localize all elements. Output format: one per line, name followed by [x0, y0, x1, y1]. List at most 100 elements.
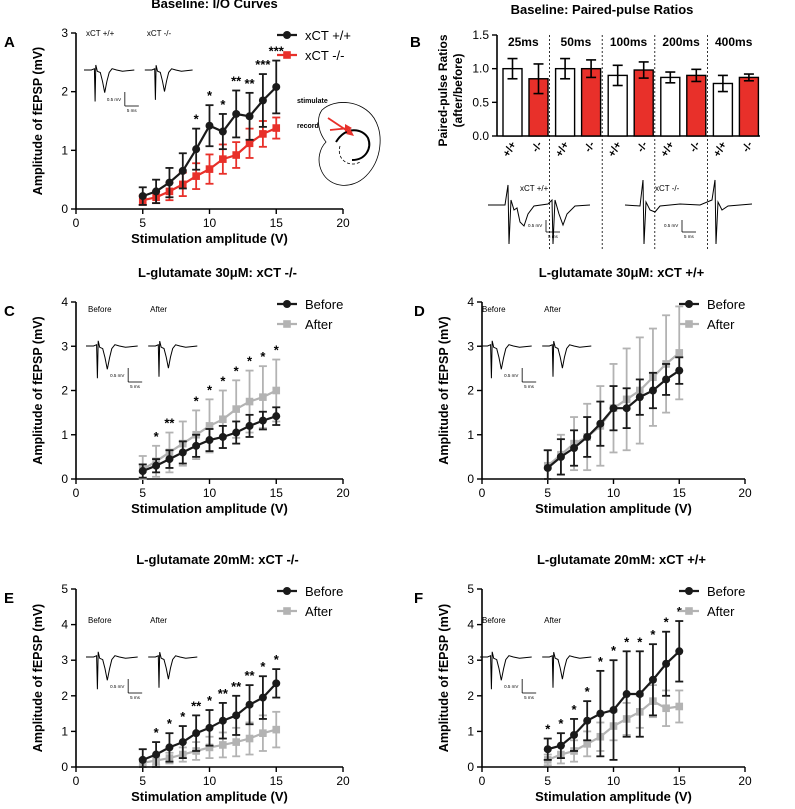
x-tick-label: 15 — [673, 486, 687, 500]
significance-marker: * — [247, 354, 253, 369]
dentate-gyrus — [338, 145, 361, 165]
significance-marker: * — [207, 88, 213, 103]
significance-marker: ** — [231, 679, 242, 694]
y-tick-label: 4 — [467, 295, 474, 309]
bar — [686, 74, 707, 137]
data-point — [152, 187, 161, 196]
data-point — [205, 121, 214, 130]
significance-marker: * — [585, 684, 591, 699]
x-tick-label: 10 — [607, 486, 621, 500]
significance-marker: *** — [255, 57, 271, 72]
data-point — [675, 366, 684, 375]
y-tick-label: 5 — [467, 582, 474, 596]
significance-marker: * — [234, 363, 240, 378]
y-tick-label: 0 — [467, 760, 474, 774]
trace-waveform — [144, 65, 193, 100]
x-tick-label: -/- — [687, 139, 703, 154]
trace-waveform — [488, 184, 591, 245]
panel-label: E — [4, 590, 14, 607]
data-point — [165, 743, 174, 752]
y-tick-label: 1 — [467, 724, 474, 738]
scale-label: 5 ms — [684, 234, 695, 239]
legend-marker — [283, 300, 291, 308]
x-tick-label: +/+ — [553, 140, 571, 160]
trace-label: After — [150, 305, 167, 314]
data-point — [596, 709, 605, 718]
scale-label: 5 ms — [127, 108, 138, 113]
legend-marker — [685, 300, 693, 308]
y-tick-label: 1 — [61, 143, 68, 157]
chart-panel-f: F L-glutamate 20mM: xCT +/+ 0 1 2 3 4 5 0 5 10 15 20… — [414, 552, 752, 804]
y-axis-label: (after/before) — [451, 53, 465, 127]
y-tick-label: 0.5 — [472, 95, 489, 109]
data-point — [245, 734, 254, 743]
data-point — [138, 755, 147, 764]
data-point — [675, 647, 684, 656]
data-point — [165, 455, 174, 464]
legend-label: After — [707, 604, 735, 619]
x-axis-label: Stimulation amplitude (V) — [535, 789, 692, 804]
data-point — [648, 386, 657, 395]
scale-label: 5 ms — [524, 384, 535, 389]
data-point — [192, 441, 201, 450]
x-tick-label: 5 — [139, 486, 146, 500]
x-tick-label: +/+ — [659, 140, 677, 160]
significance-marker: * — [624, 634, 630, 649]
y-tick-label: 2 — [61, 689, 68, 703]
data-point — [556, 452, 565, 461]
legend-label: After — [707, 317, 735, 332]
data-point — [272, 82, 281, 91]
trace-label: xCT +/+ — [520, 184, 549, 193]
y-tick-label: 3 — [61, 653, 68, 667]
series-before — [543, 620, 684, 761]
data-point — [259, 729, 267, 737]
panel-label: C — [4, 303, 15, 320]
data-point — [675, 702, 684, 711]
y-axis-label: Amplitude of fEPSP (mV) — [31, 316, 45, 464]
data-point — [583, 432, 592, 441]
chart-title: L-glutamate 20mM: xCT -/- — [136, 552, 299, 567]
chart-title: L-glutamate 30μM: xCT -/- — [138, 265, 297, 280]
group-label: 25ms — [508, 35, 539, 49]
x-tick-label: 5 — [544, 774, 551, 788]
data-point — [192, 729, 201, 738]
data-point — [192, 145, 201, 154]
x-axis-label: Stimulation amplitude (V) — [131, 789, 288, 804]
data-point — [178, 448, 187, 457]
data-point — [245, 112, 254, 121]
data-point — [543, 463, 552, 472]
trace-waveform — [84, 64, 135, 102]
bar — [738, 76, 760, 137]
x-tick-label: -/- — [635, 139, 651, 154]
scale-label: 0.5 mV — [528, 223, 542, 228]
chart-title: L-glutamate 30μM: xCT +/+ — [539, 265, 705, 280]
chart-title: Baseline: I/O Curves — [151, 0, 277, 11]
scale-label: 5 ms — [130, 695, 141, 700]
data-point — [272, 124, 281, 132]
trace-waveform — [148, 340, 198, 377]
bar — [633, 69, 654, 137]
x-tick-label: 0 — [479, 486, 486, 500]
y-tick-label: 1 — [467, 428, 474, 442]
y-tick-label: 0 — [61, 472, 68, 486]
data-point — [152, 750, 161, 759]
data-point — [272, 412, 281, 421]
ca-layer — [335, 129, 371, 161]
data-point — [178, 166, 187, 175]
data-point — [218, 127, 227, 136]
data-point — [232, 151, 240, 159]
data-point — [259, 393, 267, 401]
y-tick-label: 2 — [61, 85, 68, 99]
data-point — [272, 386, 281, 395]
data-point — [232, 109, 241, 118]
data-point — [622, 690, 631, 699]
y-tick-label: 3 — [61, 26, 68, 40]
x-tick-label: 10 — [607, 774, 621, 788]
data-point — [556, 741, 565, 750]
hippocampus-diagram: stimulate record — [297, 98, 381, 186]
legend-label: Before — [305, 297, 343, 312]
significance-marker: * — [260, 349, 266, 364]
data-point — [205, 165, 214, 173]
x-tick-label: 10 — [203, 486, 217, 500]
data-point — [232, 428, 241, 437]
